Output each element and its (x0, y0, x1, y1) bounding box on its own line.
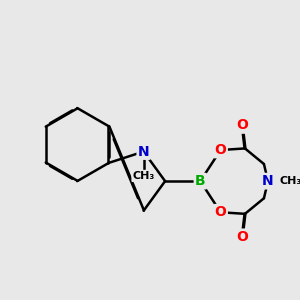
Text: B: B (195, 174, 206, 188)
Text: O: O (215, 205, 226, 219)
Text: N: N (138, 145, 149, 159)
Text: CH₃: CH₃ (133, 171, 155, 181)
Text: CH₃: CH₃ (280, 176, 300, 186)
Text: O: O (236, 118, 248, 132)
Text: O: O (215, 143, 226, 157)
Text: O: O (236, 230, 248, 244)
Text: N: N (262, 174, 274, 188)
